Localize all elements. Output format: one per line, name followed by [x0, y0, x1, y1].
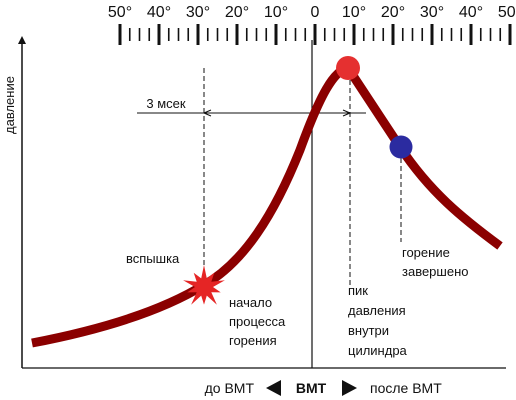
after-tdc-label: после ВМТ — [370, 380, 442, 396]
peak-pressure-line-1: пик — [348, 283, 368, 298]
degree-label: 50° — [108, 4, 132, 21]
interval-label: 3 мсек — [146, 96, 186, 111]
combustion-end-line-2: завершено — [402, 264, 468, 279]
interval-start-arrow — [203, 112, 212, 117]
interval-end-arrow — [342, 112, 351, 117]
before-tdc-label: до ВМТ — [205, 380, 255, 396]
pressure-axis-label: давление — [2, 76, 17, 134]
peak-pressure-line-2: давления — [348, 303, 406, 318]
degree-labels: 50° 40° 30° 20° 10° 0 10° 20° 30° 40° 50° — [108, 4, 516, 21]
combustion-start-label: начало процесса горения — [229, 295, 286, 348]
degree-label: 40° — [147, 4, 171, 21]
degree-label: 10° — [264, 4, 288, 21]
degree-label: 30° — [420, 4, 444, 21]
combustion-end-marker — [389, 135, 413, 159]
peak-pressure-label: пик давления внутри цилиндра — [348, 283, 408, 358]
degree-scale: 50° 40° 30° 20° 10° 0 10° 20° 30° 40° 50° — [108, 4, 516, 45]
tdc-label: ВМТ — [296, 380, 327, 396]
degree-label: 50° — [498, 4, 516, 21]
degree-label: 20° — [381, 4, 405, 21]
spark-label: вспышка — [126, 251, 180, 266]
combustion-end-label: горение завершено — [402, 245, 468, 279]
degree-ticks — [118, 24, 512, 45]
left-arrow-icon — [266, 380, 281, 396]
combustion-start-line-3: горения — [229, 333, 277, 348]
spark-burst-icon — [183, 265, 225, 305]
combustion-start-line-2: процесса — [229, 314, 286, 329]
degree-label: 30° — [186, 4, 210, 21]
degree-label: 20° — [225, 4, 249, 21]
degree-label: 40° — [459, 4, 483, 21]
peak-pressure-line-3: внутри — [348, 323, 389, 338]
interval-start-tick — [203, 109, 212, 114]
interval-end-tick — [342, 109, 351, 114]
right-arrow-icon — [342, 380, 357, 396]
degree-label: 10° — [342, 4, 366, 21]
peak-pressure-marker — [336, 56, 360, 80]
degree-label: 0 — [311, 4, 320, 21]
combustion-end-line-1: горение — [402, 245, 450, 260]
pressure-curve — [31, 63, 503, 348]
peak-pressure-line-4: цилиндра — [348, 343, 408, 358]
combustion-start-line-1: начало — [229, 295, 272, 310]
